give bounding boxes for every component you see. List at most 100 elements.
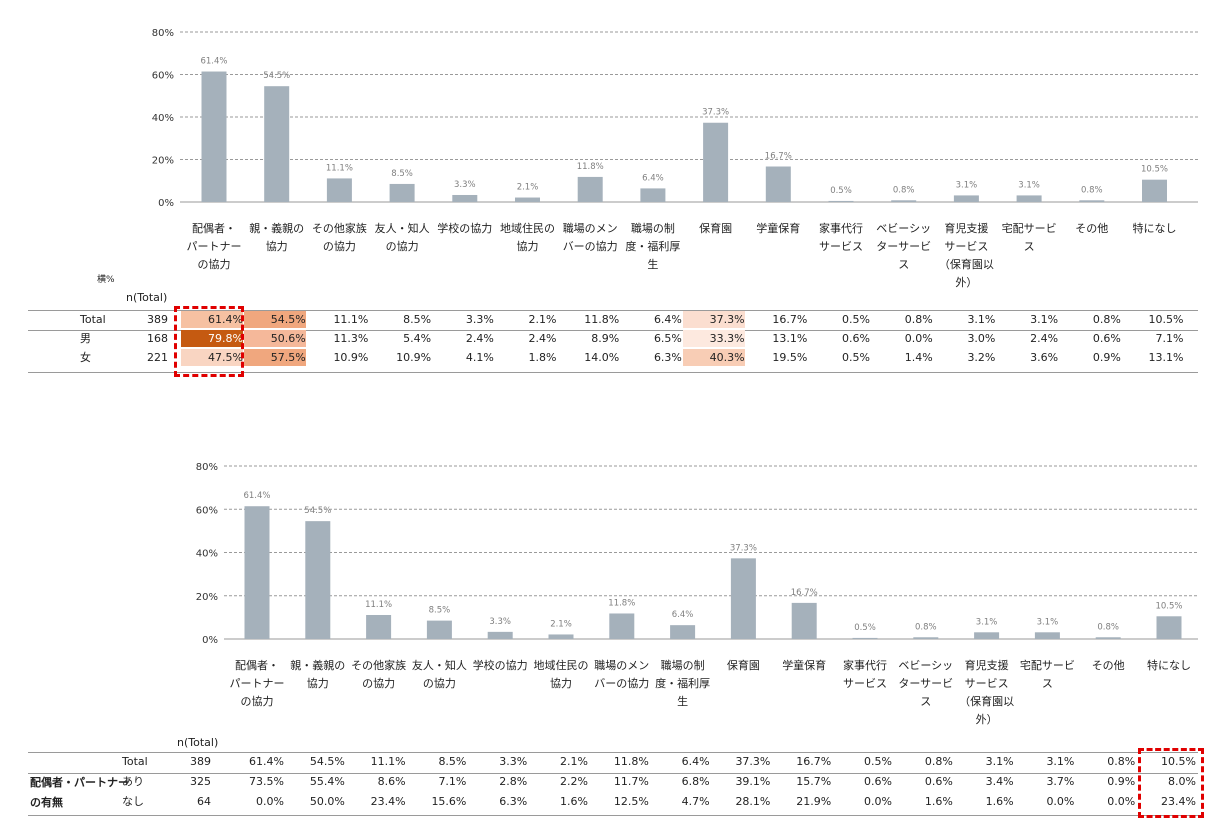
table-cell: 50.0% — [309, 795, 345, 808]
category-label: 宅配サービ — [1020, 658, 1075, 672]
category-label: 親・義親の — [290, 658, 345, 672]
category-label: パートナー — [230, 677, 285, 690]
category-label: （保育園以 — [959, 694, 1014, 708]
data-label: 3.1% — [956, 180, 978, 190]
category-label: 度・福利厚 — [625, 239, 680, 253]
table-cell: 0.0% — [1107, 795, 1136, 808]
table-cell: 0.6% — [1092, 332, 1121, 345]
table-cell: 2.4% — [528, 332, 557, 345]
table-cell: 0.8% — [1107, 755, 1136, 768]
bar — [913, 637, 939, 639]
bar — [730, 558, 756, 639]
category-label: その他家族 — [312, 221, 367, 235]
category-label: 保育園 — [727, 658, 760, 672]
table-cell: 10.9% — [333, 351, 369, 364]
table-cell: 16.7% — [772, 313, 808, 326]
category-label: 特になし — [1133, 221, 1177, 235]
table-cell: 1.8% — [528, 351, 557, 364]
table-cell: 3.1% — [985, 755, 1014, 768]
category-label: 地域住民の — [534, 658, 589, 672]
table-cell: 23.4% — [1161, 795, 1196, 808]
bar — [389, 183, 415, 202]
bar — [609, 613, 635, 639]
table-cell: 0.0% — [256, 795, 284, 808]
table-cell: 7.1% — [438, 775, 467, 788]
bar — [703, 122, 729, 202]
data-label: 37.3% — [730, 543, 757, 553]
table-2-top-rule — [28, 752, 1198, 753]
category-label: サービス — [819, 240, 863, 253]
table-2-bottom-rule — [28, 815, 1198, 816]
data-label: 11.1% — [326, 163, 353, 173]
category-label: ベビーシッ — [876, 222, 931, 235]
data-label: 3.1% — [1018, 180, 1040, 190]
category-label: の協力 — [241, 695, 274, 708]
bar — [577, 176, 603, 202]
bar — [1079, 200, 1105, 202]
category-label: 配偶者・ — [235, 659, 279, 672]
y-tick-label: 0% — [158, 198, 174, 209]
table-cell: 39.1% — [735, 775, 771, 788]
table-cell: 37.3% — [682, 311, 745, 328]
n-value: 389 — [190, 755, 211, 768]
chart-2: 0%20%40%60%80%61.4%配偶者・パートナーの協力54.5%親・義親… — [196, 462, 1198, 726]
table-cell: 3.6% — [1030, 351, 1059, 364]
table-cell: 33.3% — [682, 330, 745, 347]
table-cell: 0.0% — [1046, 795, 1075, 808]
y-tick-label: 20% — [196, 592, 218, 603]
table-cell: 3.2% — [967, 351, 996, 364]
table-cell: 19.5% — [772, 351, 808, 364]
data-label: 0.5% — [830, 186, 852, 196]
table-cell: 1.6% — [560, 795, 588, 808]
category-label: の協力 — [423, 677, 456, 690]
category-label: 外） — [955, 276, 977, 289]
bar — [487, 631, 513, 639]
table-cell: 15.6% — [431, 795, 467, 808]
bar — [326, 178, 352, 202]
table-cell: 4.7% — [681, 795, 710, 808]
bar — [1095, 637, 1121, 639]
table-cell: 10.5% — [1148, 313, 1184, 326]
table-cell: 6.3% — [653, 351, 682, 364]
category-label: の協力 — [386, 240, 419, 253]
table-cell: 13.1% — [772, 332, 808, 345]
y-tick-label: 80% — [152, 28, 174, 39]
category-label: 学校の協力 — [473, 658, 528, 672]
table-cell: 2.4% — [1030, 332, 1059, 345]
table-cell: 5.4% — [403, 332, 432, 345]
table-cell: 54.5% — [309, 755, 345, 768]
data-label: 8.5% — [391, 169, 413, 179]
category-label: 生 — [647, 257, 658, 271]
table-cell: 0.0% — [904, 332, 933, 345]
category-label: ス — [1024, 240, 1035, 253]
category-label: 職場のメン — [594, 659, 649, 672]
bar — [891, 200, 917, 202]
data-label: 61.4% — [200, 57, 227, 67]
table-cell: 3.7% — [1046, 775, 1075, 788]
category-label: （保育園以 — [939, 257, 994, 271]
bar — [515, 197, 540, 202]
bar — [264, 86, 290, 202]
table-cell: 11.7% — [613, 775, 649, 788]
category-label: の協力 — [198, 258, 231, 271]
category-label: 度・福利厚 — [655, 676, 710, 690]
table-cell: 6.4% — [681, 755, 710, 768]
category-label: その他 — [1075, 222, 1108, 235]
table-cell: 0.9% — [1092, 351, 1121, 364]
y-tick-label: 40% — [152, 113, 174, 124]
y-tick-label: 40% — [196, 549, 218, 560]
category-label: ス — [920, 695, 931, 708]
bar — [670, 625, 696, 639]
category-label: 育児支援 — [944, 221, 988, 235]
table-cell: 1.6% — [985, 795, 1014, 808]
table-cell: 11.8% — [584, 313, 620, 326]
row-label: 女 — [80, 351, 91, 364]
category-label: 学童保育 — [782, 658, 826, 672]
data-label: 16.7% — [791, 588, 818, 598]
table-cell: 0.5% — [842, 351, 870, 364]
table-cell: 0.6% — [842, 332, 870, 345]
category-label: バーの協力 — [563, 240, 618, 253]
table-cell: 47.5% — [181, 349, 243, 366]
bar — [640, 188, 666, 202]
row-label: Total — [80, 313, 106, 326]
